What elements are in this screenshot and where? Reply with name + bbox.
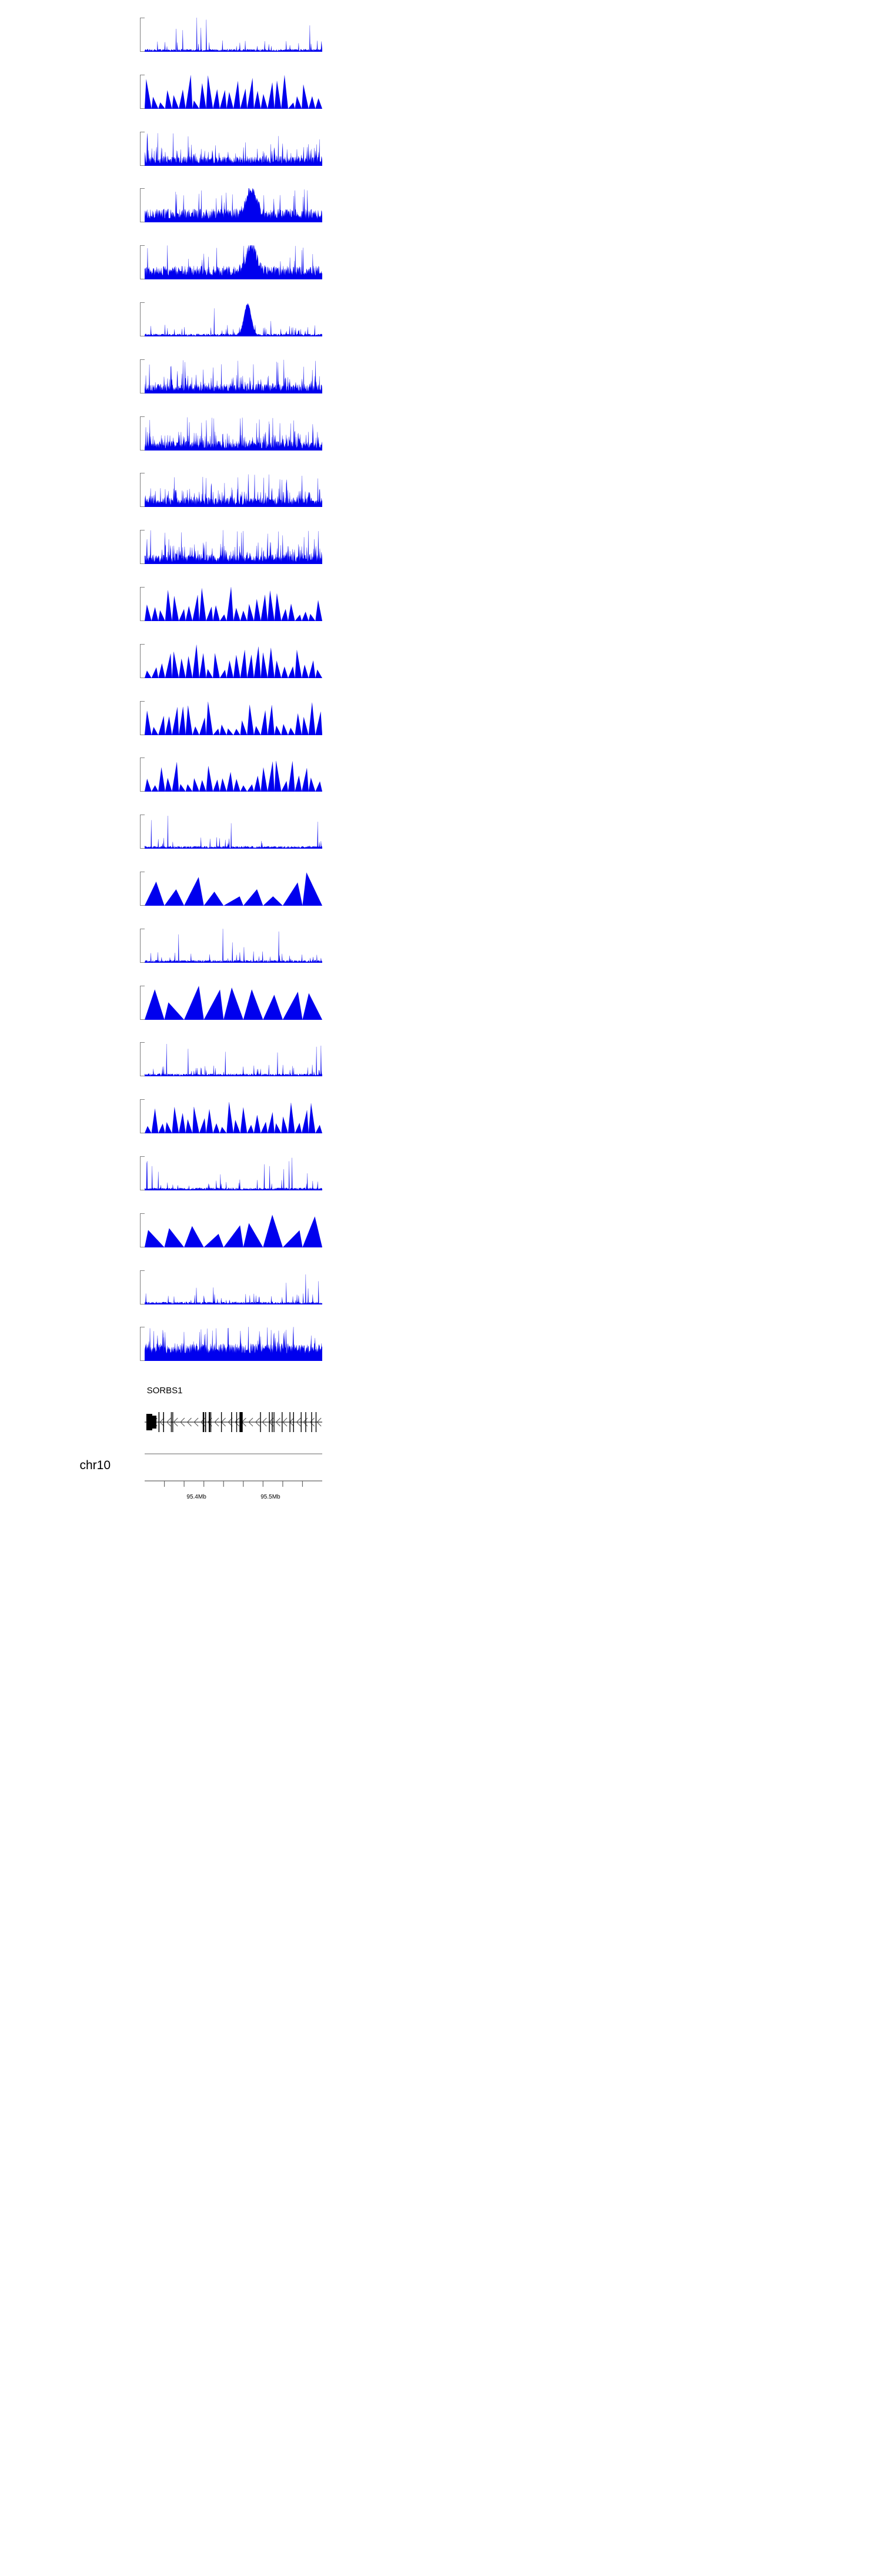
track-y-axis xyxy=(140,1213,145,1247)
track-y-axis xyxy=(140,700,145,735)
track-y-axis xyxy=(140,815,145,849)
track-y-axis xyxy=(140,643,145,678)
track-y-axis xyxy=(140,928,145,963)
track-signal-plot xyxy=(145,18,322,52)
track-y-axis xyxy=(140,416,145,451)
track-signal-plot xyxy=(145,188,322,223)
coverage-track xyxy=(0,1042,329,1077)
track-y-axis xyxy=(140,1156,145,1190)
track-signal-plot xyxy=(145,1327,322,1362)
coverage-track xyxy=(0,700,329,735)
gene-name-label: SORBS1 xyxy=(146,1386,183,1396)
genomic-coordinate-axis xyxy=(145,1453,322,1487)
coverage-track xyxy=(0,1213,329,1247)
track-signal-plot xyxy=(145,530,322,565)
track-signal-plot xyxy=(145,75,322,109)
track-y-axis xyxy=(140,131,145,166)
track-signal-plot xyxy=(145,416,322,451)
track-y-axis xyxy=(140,1270,145,1304)
track-signal-plot xyxy=(145,1156,322,1190)
track-signal-plot xyxy=(145,985,322,1020)
coverage-track xyxy=(0,530,329,565)
coverage-track xyxy=(0,643,329,678)
axis-tick-label: 95.4Mb xyxy=(186,1494,206,1501)
coverage-track xyxy=(0,872,329,906)
track-y-axis xyxy=(140,473,145,508)
track-signal-plot xyxy=(145,1270,322,1304)
coverage-track xyxy=(0,1099,329,1134)
coverage-track xyxy=(0,473,329,508)
coverage-track xyxy=(0,188,329,223)
track-y-axis xyxy=(140,1099,145,1134)
track-y-axis xyxy=(140,758,145,792)
coverage-track xyxy=(0,416,329,451)
track-y-axis xyxy=(140,359,145,393)
coverage-track xyxy=(0,1327,329,1362)
track-signal-plot xyxy=(145,587,322,621)
track-y-axis xyxy=(140,872,145,906)
coverage-track xyxy=(0,131,329,166)
coverage-track xyxy=(0,1156,329,1190)
track-signal-plot xyxy=(145,929,322,963)
track-y-axis xyxy=(140,302,145,336)
coverage-track xyxy=(0,245,329,280)
coverage-track xyxy=(0,758,329,792)
track-signal-plot xyxy=(145,132,322,166)
track-y-axis xyxy=(140,245,145,280)
track-y-axis xyxy=(140,188,145,223)
track-y-axis xyxy=(140,985,145,1020)
coverage-track xyxy=(0,359,329,393)
track-y-axis xyxy=(140,587,145,621)
figure-canvas: SORBS1 chr10 95.4Mb 95.5Mb xyxy=(0,0,329,2576)
axis-tick-label: 95.5Mb xyxy=(260,1494,280,1501)
coverage-track xyxy=(0,18,329,52)
track-signal-plot xyxy=(145,1042,322,1077)
track-signal-plot xyxy=(145,815,322,849)
track-y-axis xyxy=(140,530,145,565)
coverage-track xyxy=(0,302,329,336)
track-y-axis xyxy=(140,74,145,109)
track-y-axis xyxy=(140,18,145,52)
track-signal-plot xyxy=(145,701,322,735)
track-signal-plot xyxy=(145,302,322,336)
track-signal-plot xyxy=(145,872,322,906)
coverage-track xyxy=(0,587,329,621)
track-signal-plot xyxy=(145,758,322,792)
track-signal-plot xyxy=(145,245,322,280)
track-signal-plot xyxy=(145,473,322,508)
coverage-track xyxy=(0,985,329,1020)
track-signal-plot xyxy=(145,644,322,678)
track-signal-plot xyxy=(145,1099,322,1134)
track-signal-plot xyxy=(145,1213,322,1247)
coverage-track xyxy=(0,1270,329,1304)
chromosome-label: chr10 xyxy=(79,1459,111,1473)
track-y-axis xyxy=(140,1042,145,1077)
coverage-track xyxy=(0,928,329,963)
gene-annotation-panel: SORBS1 xyxy=(0,1386,329,1444)
track-signal-plot xyxy=(145,359,322,393)
coverage-track xyxy=(0,815,329,849)
track-y-axis xyxy=(140,1327,145,1362)
coverage-track xyxy=(0,74,329,109)
gene-model-glyph xyxy=(145,1412,322,1433)
